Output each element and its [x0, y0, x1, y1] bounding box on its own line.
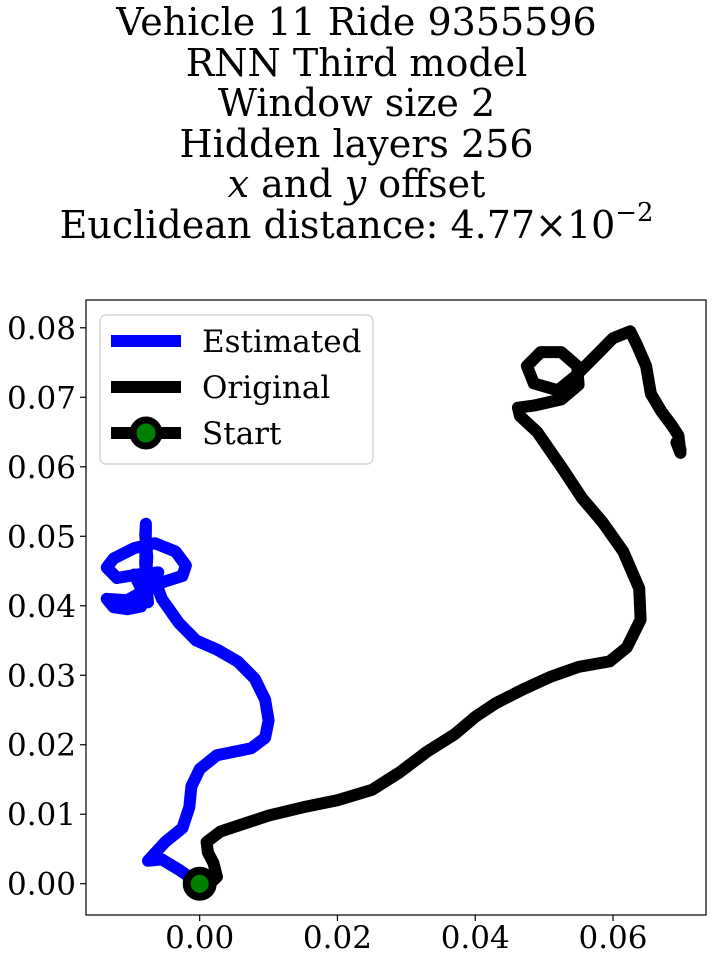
- y-axis: 0.00 0.01 0.02 0.03 0.04 0.05 0.06 0.07 0.08: [7, 311, 86, 903]
- title-power-exponent: −2: [615, 198, 654, 229]
- title-power-base: 10: [566, 202, 616, 247]
- title-and: and: [249, 162, 345, 206]
- title-distance-value: 4.77: [450, 202, 536, 247]
- y-tick-label: 0.04: [7, 589, 76, 625]
- title-line-hidden: Hidden layers 256: [179, 121, 534, 166]
- marker-layer: [182, 866, 217, 901]
- y-tick-label: 0.05: [7, 519, 76, 555]
- title-x-var: x: [227, 162, 250, 206]
- legend-start-marker: [129, 416, 163, 450]
- y-tick-label: 0.07: [7, 380, 76, 416]
- y-tick-label: 0.03: [7, 658, 76, 694]
- title-line-distance: Euclidean distance: 4.77×10−2: [0, 200, 713, 247]
- plot-frame: [85, 299, 707, 916]
- y-tick-label: 0.00: [7, 867, 76, 903]
- x-tick-label: 0.04: [441, 920, 510, 956]
- legend: Estimated Original Start: [99, 314, 374, 465]
- y-tick-label: 0.01: [7, 797, 76, 833]
- legend-original-label: Original: [202, 370, 330, 406]
- x-tick-label: 0.06: [578, 920, 647, 956]
- title-y-var: y: [344, 162, 367, 206]
- title-times-sign: ×: [535, 202, 567, 247]
- x-tick-label: 0.00: [165, 920, 234, 956]
- series-layer: [100, 325, 687, 890]
- x-tick-label: 0.02: [303, 920, 372, 956]
- start-marker: [182, 866, 217, 901]
- legend-box: [99, 314, 374, 465]
- title-line-vehicle: Vehicle 11 Ride 9355596: [116, 0, 597, 44]
- y-tick-label: 0.06: [7, 450, 76, 486]
- series-line-estimated: [100, 517, 275, 890]
- legend-start-label: Start: [202, 416, 282, 452]
- series-line-original: [193, 325, 687, 890]
- title-line-offset: x and y offset: [0, 164, 713, 205]
- chart-title: Vehicle 11 Ride 9355596 RNN Third model …: [0, 2, 713, 245]
- y-tick-label: 0.08: [7, 311, 76, 347]
- title-distance-prefix: Euclidean distance:: [59, 202, 451, 247]
- title-offset-word: offset: [366, 162, 486, 206]
- x-axis: 0.00 0.02 0.04 0.06: [165, 915, 648, 956]
- y-tick-label: 0.02: [7, 728, 76, 764]
- title-line-window: Window size 2: [217, 81, 496, 125]
- title-line-model: RNN Third model: [185, 40, 528, 85]
- legend-estimated-label: Estimated: [202, 324, 361, 360]
